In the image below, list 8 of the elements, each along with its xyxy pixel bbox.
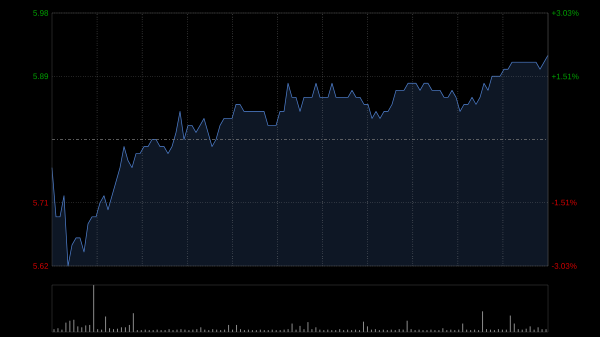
y2-tick-label: +3.03% <box>552 10 579 16</box>
y-tick-label: 5.89 <box>33 73 48 80</box>
y-tick-label: 5.98 <box>33 10 48 16</box>
y2-tick-label: -3.03% <box>552 263 577 269</box>
y2-tick-label: -1.51% <box>552 200 577 206</box>
y2-tick-label: +1.51% <box>552 74 579 80</box>
y-tick-label: 5.71 <box>33 200 48 206</box>
y-tick-label: 5.62 <box>33 263 48 269</box>
